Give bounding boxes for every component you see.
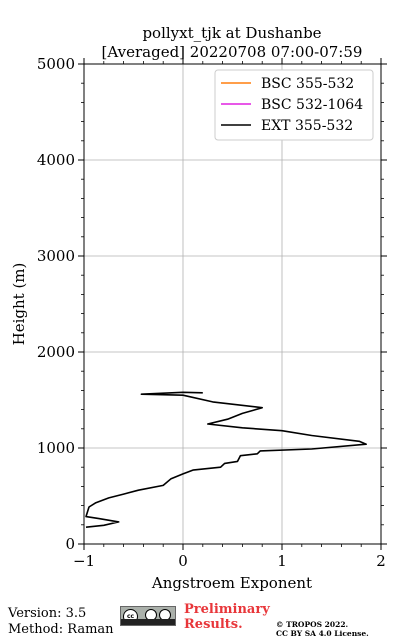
license-strip [121, 619, 175, 625]
grid-lines [84, 64, 381, 544]
cc-license-badge: cc [120, 606, 176, 626]
y-tick-label: 1000 [37, 439, 75, 457]
y-tick-label: 2000 [37, 343, 75, 361]
legend-label-bsc-532-1064: BSC 532-1064 [261, 97, 363, 113]
series-line-ext-355-532 [85, 391, 367, 528]
preliminary-notice: Preliminary Results. [184, 602, 270, 632]
legend-box [214, 69, 374, 141]
plot-frame [83, 63, 382, 545]
x-tick-label: −1 [73, 552, 95, 570]
copyright-notice: © TROPOS 2022. CC BY SA 4.0 License. [276, 620, 369, 638]
preliminary-line-1: Preliminary [184, 602, 270, 617]
x-tick-label: 0 [178, 552, 188, 570]
method-label: Method: Raman [8, 622, 114, 637]
axis-ticks [78, 58, 387, 550]
x-tick-label: 2 [376, 552, 386, 570]
y-tick-label: 5000 [37, 55, 75, 73]
chart-title: pollyxt_tjk at Dushanbe [142, 24, 321, 42]
series-group [85, 391, 367, 528]
copyright-line-1: © TROPOS 2022. [276, 620, 349, 629]
y-tick-label: 4000 [37, 151, 75, 169]
y-axis-label: Height (m) [10, 263, 28, 346]
preliminary-line-2: Results. [184, 617, 243, 632]
y-tick-label: 0 [65, 535, 75, 553]
x-axis-label: Angstroem Exponent [151, 574, 312, 592]
legend: BSC 355-532 BSC 532-1064 EXT 355-532 [214, 69, 374, 141]
copyright-line-2: CC BY SA 4.0 License. [276, 629, 369, 638]
version-label: Version: 3.5 [8, 606, 87, 621]
x-tick-label: 1 [277, 552, 287, 570]
legend-label-ext-355-532: EXT 355-532 [261, 118, 353, 134]
y-tick-label: 3000 [37, 247, 75, 265]
legend-label-bsc-355-532: BSC 355-532 [261, 76, 354, 92]
chart-subtitle: [Averaged] 20220708 07:00-07:59 [102, 43, 363, 61]
